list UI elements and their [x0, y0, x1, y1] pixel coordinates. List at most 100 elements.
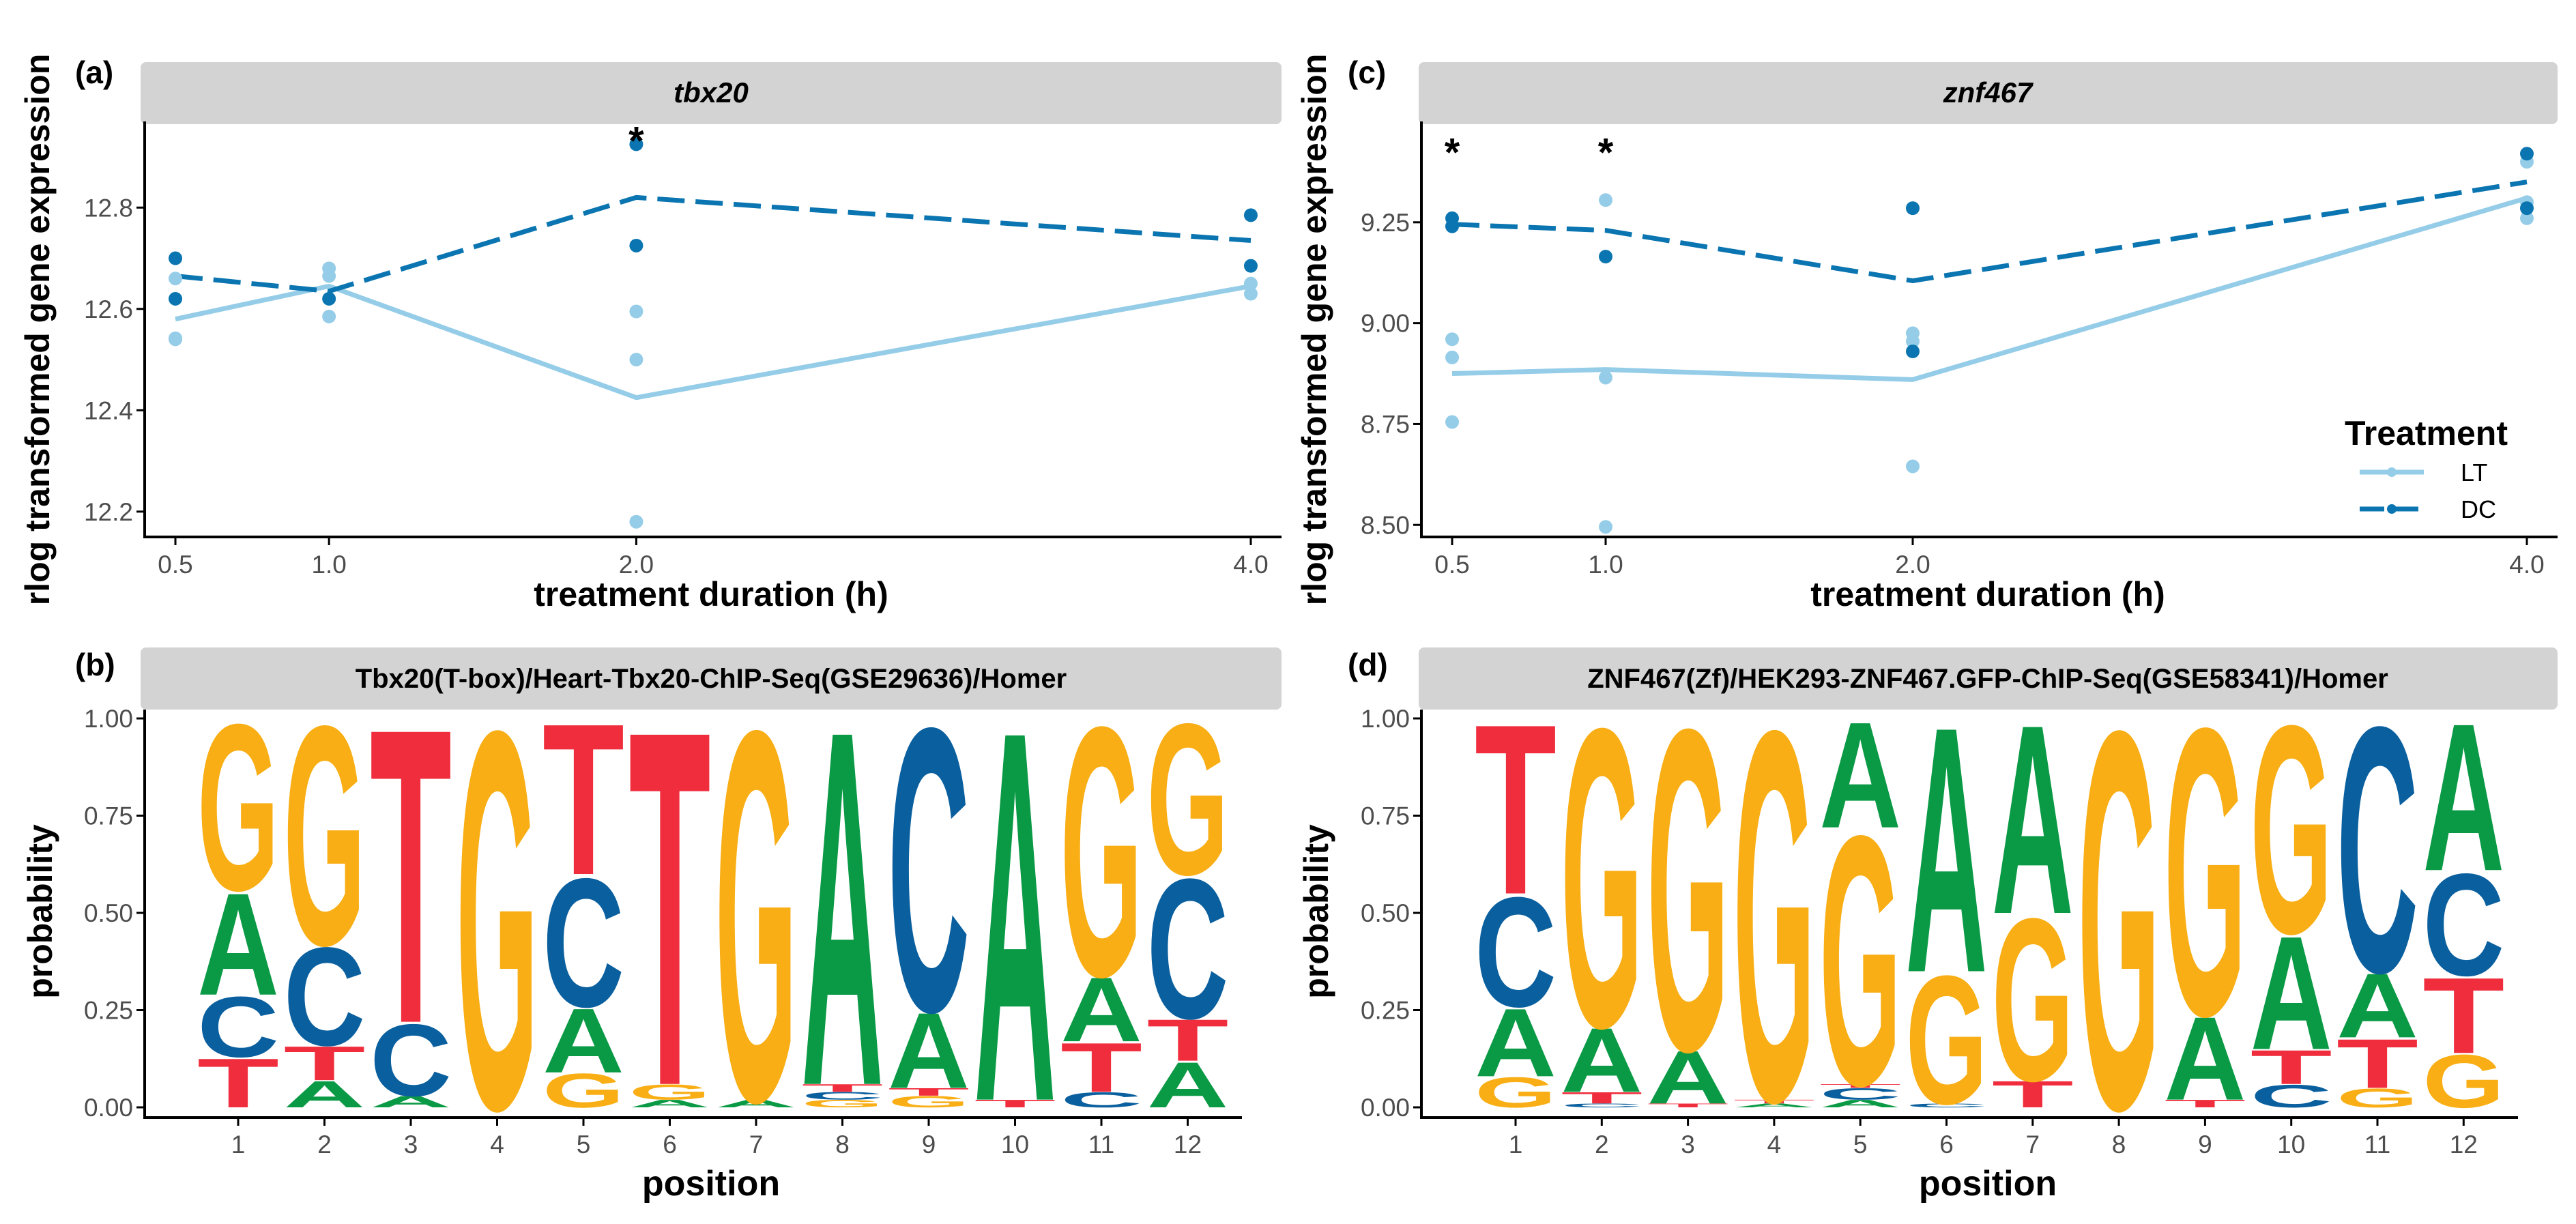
- y-tick-label: 12.4: [84, 396, 133, 424]
- data-point-lt: [629, 304, 643, 319]
- significance-c: * *: [1445, 130, 1614, 175]
- logo-letter-g: G: [715, 620, 797, 1212]
- logo-letter-g: G: [542, 1064, 624, 1118]
- x-axis-label-a: treatment duration (h): [534, 575, 888, 613]
- strip-d: [1419, 647, 2558, 710]
- data-point-lt: [1445, 350, 1459, 364]
- panel-label-b: (b): [75, 647, 115, 682]
- data-point-dc: [629, 137, 643, 151]
- significance-marker: *: [1598, 130, 1614, 175]
- x-tick-label: 1: [1509, 1131, 1523, 1159]
- x-tick-label: 2.0: [1895, 551, 1930, 579]
- x-tick-label: 10: [1001, 1131, 1029, 1159]
- logo-letter-c: C: [284, 918, 366, 1075]
- logo-letter-c: C: [1906, 1103, 1988, 1109]
- data-point-lt: [1243, 287, 1258, 301]
- x-tick-label: 10: [2277, 1131, 2305, 1159]
- series-line-lt: [175, 283, 1251, 400]
- y-axis-label-a: rlog transformed gene expression: [18, 54, 57, 606]
- series-lines-a: [175, 194, 1251, 400]
- x-tick-label: 4.0: [1233, 551, 1268, 579]
- x-tick-label: 12: [2450, 1131, 2478, 1159]
- y-axis-label-d: probability: [1297, 824, 1335, 999]
- x-ticks-c: 0.5 1.0 2.0 4.0: [1434, 537, 2545, 579]
- x-tick-label: 9: [922, 1131, 936, 1159]
- y-tick-label: 1.00: [1361, 705, 1410, 733]
- data-point-lt: [1599, 370, 1612, 385]
- panel-label-c: (c): [1348, 55, 1386, 90]
- logo-letter-a: A: [1819, 690, 1901, 859]
- y-tick-label: 8.75: [1361, 410, 1410, 438]
- x-tick-label: 12: [1174, 1131, 1202, 1159]
- logo-letter-t: T: [542, 678, 624, 920]
- data-point-dc: [1445, 219, 1459, 233]
- logo-letter-t: T: [888, 1086, 970, 1098]
- series-line-dc: [1451, 179, 2528, 284]
- logo-letter-a: A: [1475, 989, 1557, 1097]
- strip-title-b: Tbx20(T-box)/Heart-Tbx20-ChIP-Seq(GSE296…: [356, 664, 1067, 694]
- logo-letter-a: A: [715, 1098, 797, 1110]
- logo-letter-g: G: [1475, 1068, 1557, 1117]
- y-tick-label: 8.50: [1361, 511, 1410, 539]
- x-axis-label-b: position: [642, 1164, 780, 1204]
- logo-letter-g: G: [802, 1098, 884, 1110]
- logo-letter-a: A: [888, 990, 970, 1111]
- logo-letter-g: G: [2078, 618, 2160, 1222]
- data-point-dc: [1243, 259, 1258, 273]
- data-point-lt: [169, 331, 183, 345]
- data-point-dc: [629, 238, 643, 252]
- logo-letter-t: T: [1475, 674, 1557, 946]
- logo-letter-t: T: [1060, 1028, 1142, 1107]
- data-point-dc: [2520, 201, 2534, 216]
- x-ticks-b: 1 2 3 4 5 6 7 8 9 10 11 12: [231, 1118, 1202, 1159]
- logo-letter-a: A: [542, 990, 624, 1092]
- y-ticks-d: 0.00 0.25 0.50 0.75 1.00: [1361, 705, 1421, 1122]
- logo-letter-g: G: [1819, 762, 1901, 1160]
- logo-letter-c: C: [1561, 1103, 1642, 1109]
- logo-letter-t: T: [974, 1098, 1056, 1110]
- y-tick-label: 1.00: [84, 705, 133, 733]
- data-point-lt: [1445, 332, 1459, 347]
- logo-letter-g: G: [629, 1080, 711, 1104]
- logo-letter-t: T: [2251, 1040, 2332, 1094]
- logo-letter-c: C: [2251, 1078, 2332, 1114]
- data-point-lt: [1906, 459, 1920, 473]
- logo-letter-a: A: [1060, 959, 1142, 1062]
- strip-title-d: ZNF467(Zf)/HEK293-ZNF467.GFP-ChIP-Seq(GS…: [1587, 664, 2388, 694]
- strip-a: [141, 62, 1282, 124]
- significance-marker: *: [1445, 130, 1460, 175]
- y-tick-label: 9.00: [1361, 310, 1410, 338]
- logo-letter-a: A: [974, 620, 1056, 1212]
- logo-letter-g: G: [2336, 1083, 2418, 1113]
- data-point-lt: [629, 353, 643, 367]
- logo-letter-c: C: [1819, 1085, 1901, 1103]
- logo-letter-t: T: [370, 641, 452, 1112]
- y-tick-label: 0.25: [84, 997, 133, 1025]
- logo-letter-t: T: [2336, 1025, 2418, 1103]
- y-tick-label: 0.00: [1361, 1094, 1410, 1122]
- data-point-dc: [169, 251, 183, 265]
- x-tick-label: 0.5: [1434, 551, 1469, 579]
- legend-key-lt-point: [2387, 467, 2397, 477]
- y-ticks-a: 12.2 12.4 12.6 12.8: [84, 194, 145, 526]
- logo-letter-g: G: [457, 618, 538, 1222]
- logo-letter-a: A: [2422, 680, 2504, 915]
- y-tick-label: 12.8: [84, 194, 133, 222]
- legend-label-dc: DC: [2461, 495, 2496, 523]
- x-ticks-a: 0.5 1.0 2.0 4.0: [158, 537, 1269, 579]
- data-point-lt: [1906, 334, 1920, 349]
- logo-letter-t: T: [197, 1044, 279, 1122]
- legend-title: Treatment: [2345, 414, 2508, 452]
- logo-letter-c: C: [197, 979, 279, 1076]
- x-tick-label: 3: [404, 1131, 418, 1159]
- logo-letter-t: T: [1647, 1103, 1729, 1109]
- logo-letter-c: C: [542, 841, 624, 1046]
- x-tick-label: 1: [231, 1131, 246, 1159]
- x-tick-label: 4.0: [2509, 551, 2544, 579]
- significance-a: *: [628, 119, 644, 164]
- x-tick-label: 7: [749, 1131, 764, 1159]
- data-points-a: [169, 137, 1258, 529]
- logo-letter-a: A: [1561, 1010, 1642, 1112]
